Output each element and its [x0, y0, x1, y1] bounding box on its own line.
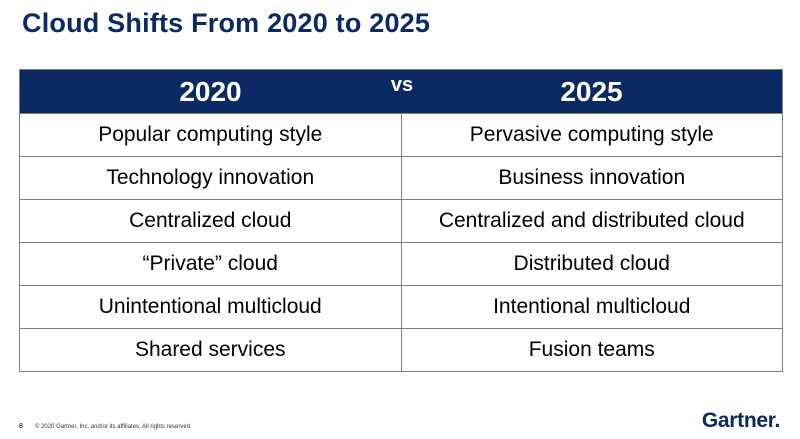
cell-2025: Distributed cloud — [513, 252, 670, 275]
cell-2025: Pervasive computing style — [469, 123, 714, 146]
cell-2025: Business innovation — [498, 166, 686, 189]
cell-2020: Popular computing style — [20, 114, 402, 156]
cell-2020: Centralized cloud — [20, 200, 402, 242]
copyright-notice: © 2020 Gartner, Inc. and/or its affiliat… — [35, 424, 192, 430]
cell-2020: Unintentional multicloud — [20, 286, 402, 328]
cell-2025: Centralized and distributed cloud — [438, 209, 745, 232]
table-row: Shared services Fusion teams — [20, 329, 782, 371]
gartner-logo: Gartner. — [701, 409, 780, 432]
table-row: Technology innovation Business innovatio… — [20, 157, 782, 200]
header-vs: vs — [390, 74, 414, 96]
header-2025: 2025 — [560, 75, 623, 107]
page-number: 8 — [19, 423, 23, 430]
cell-2025: Intentional multicloud — [493, 295, 691, 318]
cell-2020: “Private” cloud — [20, 243, 402, 285]
cell-2025: Fusion teams — [528, 338, 655, 361]
table-row: “Private” cloud Distributed cloud — [20, 243, 782, 286]
cell-2020: Shared services — [20, 329, 402, 371]
table-row: Unintentional multicloud Intentional mul… — [20, 286, 782, 329]
cell-2020: Technology innovation — [20, 157, 402, 199]
comparison-table: 2020 2025 vs Popular computing style Per… — [19, 69, 783, 372]
page-title: Cloud Shifts From 2020 to 2025 — [22, 8, 431, 38]
header-2020: 2020 — [179, 75, 242, 107]
table-header: 2020 2025 vs — [20, 70, 782, 114]
table-row: Centralized cloud Centralized and distri… — [20, 200, 782, 243]
table-row: Popular computing style Pervasive comput… — [20, 114, 782, 157]
